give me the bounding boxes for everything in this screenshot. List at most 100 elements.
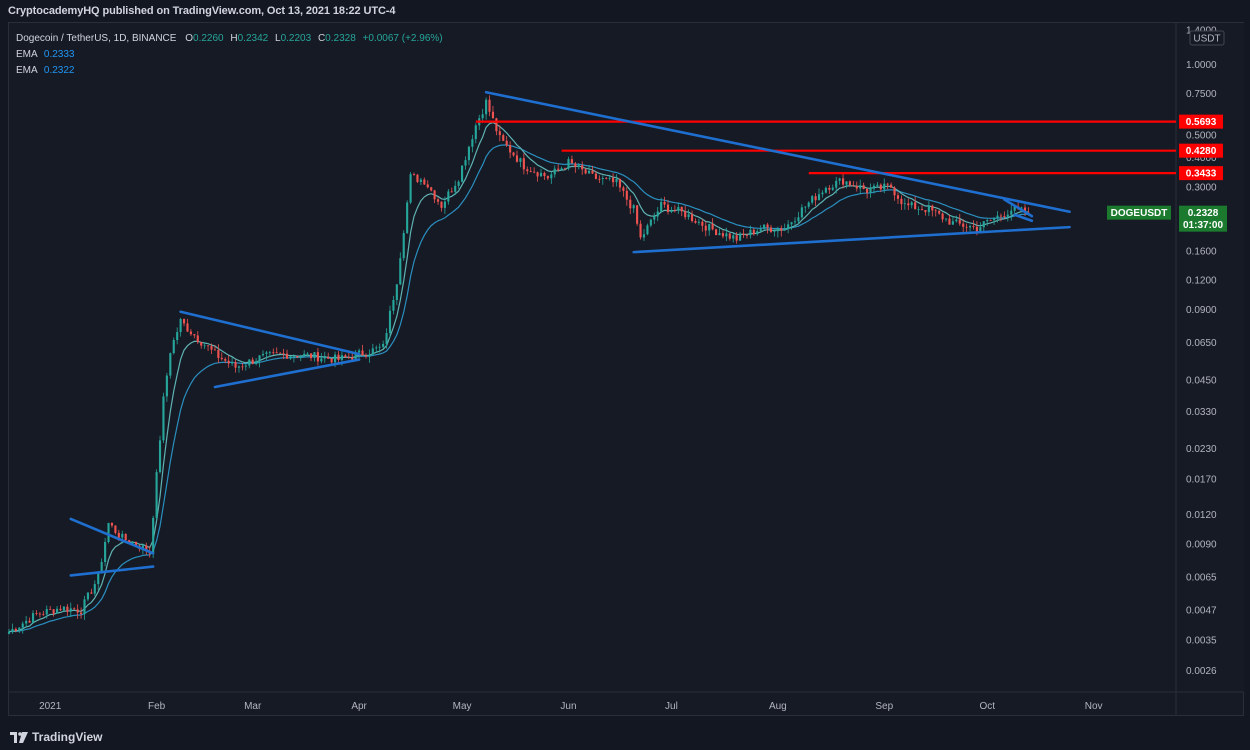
legend-open-value: 0.2260 (193, 33, 224, 44)
legend-low-value: 0.2203 (280, 33, 312, 44)
candle-body (241, 366, 244, 368)
candle-body (100, 561, 103, 573)
candle-body (35, 613, 38, 614)
candle-body (745, 234, 749, 236)
tradingview-logo[interactable]: TradingView (10, 730, 102, 744)
candle-body (31, 613, 35, 623)
candle-body (769, 227, 773, 232)
candle-body (179, 319, 182, 333)
trendline (213, 358, 361, 389)
legend-main-row: Dogecoin / TetherUS, 1D, BINANCE O0.2260… (16, 31, 443, 47)
candle-body (927, 205, 930, 213)
candle-body (993, 218, 996, 221)
y-tick-label: 0.0120 (1186, 510, 1217, 521)
candle-body (893, 187, 896, 196)
candle-body (804, 206, 807, 208)
candle-body (261, 353, 265, 356)
candle-body (622, 187, 625, 191)
candle-body (279, 352, 282, 354)
candle-body (505, 140, 508, 146)
candle-body (656, 211, 659, 217)
trendline (1013, 213, 1034, 223)
candle-body (385, 333, 388, 344)
candle-body (117, 532, 120, 538)
candle-body (21, 623, 24, 628)
candle-body (402, 233, 405, 259)
y-unit-label: USDT (1193, 34, 1220, 45)
candle-body (145, 545, 148, 552)
candle-body (320, 358, 323, 362)
candle-body (615, 179, 618, 183)
candle-body (292, 356, 295, 357)
candle-body (896, 195, 900, 199)
resistance-tag-label: 0.5693 (1186, 117, 1217, 128)
candle-body (210, 346, 213, 350)
candle-body (845, 181, 848, 185)
candle-body (642, 234, 646, 238)
candle-body (217, 349, 220, 358)
candle-body (1003, 215, 1006, 217)
candle-body (766, 224, 769, 228)
candle-body (467, 146, 470, 161)
y-tick-label: 1.0000 (1186, 60, 1217, 71)
candle-body (787, 224, 790, 230)
candle-body (883, 183, 886, 190)
legend-high-value: 0.2342 (237, 33, 269, 44)
candle-body (718, 233, 721, 236)
candle-body (354, 352, 357, 360)
candle-body (80, 612, 83, 615)
candle-body (358, 350, 361, 353)
candle-body (999, 215, 1003, 217)
x-tick-label: Jul (665, 701, 678, 712)
price-chart[interactable]: 1.40001.00000.75000.50000.40000.30000.16… (0, 0, 1250, 722)
candle-body (392, 299, 395, 311)
candle-body (539, 172, 543, 177)
candle-body (563, 168, 567, 170)
candle-body (450, 191, 453, 193)
candle-body (886, 183, 889, 185)
candle-body (69, 608, 72, 612)
price-axis (1176, 23, 1244, 692)
candle-body (907, 203, 910, 206)
candle-body (289, 356, 292, 359)
candle-body (962, 223, 965, 227)
candle-body (584, 169, 587, 174)
legend-ema1-value: 0.2333 (43, 49, 75, 60)
candle-body (1013, 206, 1016, 211)
candle-body (231, 361, 234, 364)
y-tick-label: 0.0035 (1186, 635, 1217, 646)
legend-ema-row-1: EMA 0.2333 (16, 47, 443, 63)
candle-body (821, 192, 824, 195)
candle-body (968, 226, 972, 228)
candle-body (344, 355, 347, 357)
candle-body (7, 631, 11, 634)
legend-ema2-label: EMA (16, 65, 38, 76)
candle-body (649, 219, 652, 226)
candle-body (224, 359, 227, 361)
candle-body (155, 472, 158, 518)
trendline (179, 310, 361, 356)
candle-body (141, 545, 144, 550)
candle-body (570, 159, 573, 164)
candle-body (375, 347, 378, 349)
candle-body (1020, 207, 1023, 209)
candle-body (42, 614, 45, 616)
candle-body (742, 233, 745, 235)
y-tick-label: 0.0230 (1186, 444, 1217, 455)
candle-body (248, 359, 251, 366)
candle-body (131, 542, 134, 544)
resistance-tag (1179, 114, 1223, 129)
candle-body (711, 223, 714, 230)
candle-body (632, 205, 635, 209)
candle-body (828, 187, 831, 190)
candle-body (498, 131, 501, 136)
candle-body (509, 145, 512, 153)
candle-body (598, 178, 601, 180)
candle-body (59, 608, 62, 611)
candle-body (869, 188, 872, 193)
candle-body (227, 360, 230, 364)
candle-body (862, 185, 865, 189)
candle-body (797, 217, 800, 222)
publish-line: CryptocademyHQ published on TradingView.… (8, 5, 396, 17)
candle-body (285, 353, 289, 359)
